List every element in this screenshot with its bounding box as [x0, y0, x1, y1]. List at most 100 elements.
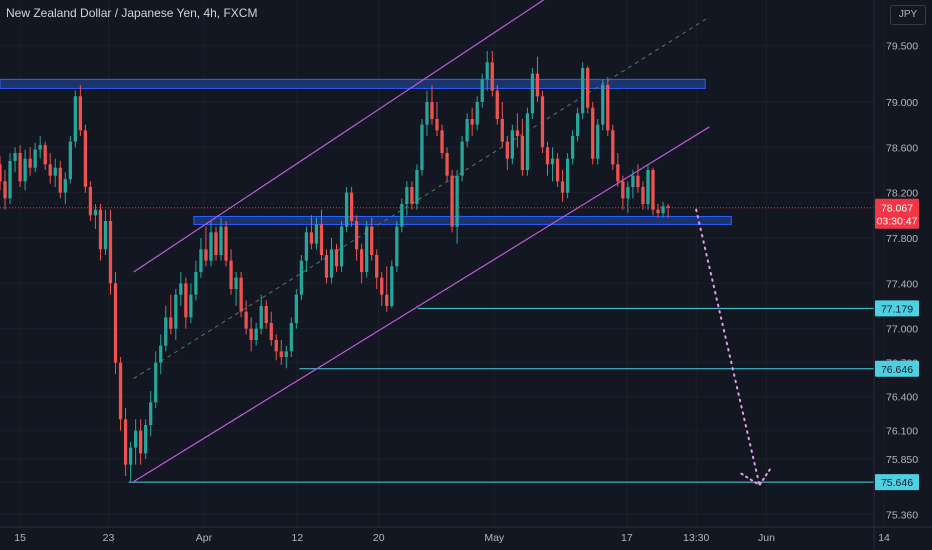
candle-body [425, 102, 429, 125]
candle-body [244, 311, 248, 329]
candle-body [586, 68, 590, 108]
candle-body [294, 294, 298, 323]
candle-body [465, 119, 469, 142]
candle-body [269, 323, 273, 340]
candle-body [189, 294, 193, 318]
candle-body [525, 113, 530, 170]
candle-body [410, 187, 414, 204]
candle-body [641, 187, 645, 204]
candle-body [159, 345, 163, 363]
candle-body [219, 226, 223, 255]
candle-body [596, 124, 600, 159]
candle-body [28, 158, 32, 168]
candle-body [450, 175, 454, 227]
candle-body [490, 62, 494, 91]
target-price-label: 77.179 [881, 303, 913, 315]
candle-body [58, 167, 62, 193]
y-tick-label: 75.360 [886, 510, 918, 522]
candle-body [661, 206, 665, 214]
candle-body [626, 187, 630, 199]
candle-body [53, 167, 57, 176]
x-tick-label: 13:30 [683, 532, 709, 544]
candle-body [0, 164, 2, 182]
target-price-tag[interactable] [875, 360, 919, 377]
candle-body [540, 96, 545, 148]
candle-body [555, 158, 560, 182]
candle-body [199, 249, 203, 272]
candlestick-series [0, 51, 670, 483]
zone-box[interactable] [0, 78, 706, 89]
candle-body [214, 232, 218, 255]
channel-line[interactable] [133, 126, 710, 483]
candle-body [510, 130, 514, 159]
candle-body [560, 181, 565, 193]
projection-line[interactable] [695, 208, 761, 487]
candle-body [591, 107, 595, 159]
y-tick-label: 77.000 [886, 324, 918, 336]
channel-line[interactable] [133, 0, 578, 273]
candle-body [13, 153, 17, 161]
candle-body [93, 209, 98, 216]
target-price-tag[interactable] [875, 474, 919, 491]
candle-body [631, 175, 635, 187]
chart-title: New Zealand Dollar / Japanese Yen, 4h, F… [6, 6, 258, 20]
x-tick-label: May [484, 532, 505, 544]
x-tick-label: 20 [373, 532, 385, 544]
candle-body [319, 224, 324, 255]
candle-body [133, 430, 138, 448]
target-price-label: 75.646 [881, 477, 913, 489]
x-tick-label: 14 [878, 532, 890, 544]
candle-body [88, 187, 93, 216]
candle-body [139, 430, 143, 454]
candle-body [651, 170, 655, 210]
candle-body [646, 170, 650, 204]
candle-body [485, 62, 489, 80]
zone-box[interactable] [193, 215, 732, 225]
candle-body [405, 187, 409, 204]
current-price-tag[interactable] [875, 198, 919, 229]
candle-body [475, 102, 479, 125]
candle-body [606, 85, 610, 131]
candle-body [249, 328, 253, 340]
candle-body [123, 419, 128, 465]
currency-button[interactable]: JPY [890, 5, 926, 25]
candle-body [339, 226, 344, 267]
candle-body [375, 255, 379, 278]
y-tick-label: 78.200 [886, 188, 918, 200]
candle-body [656, 209, 660, 214]
candle-body [274, 340, 278, 352]
candle-body [460, 141, 464, 176]
y-tick-label: 76.100 [886, 426, 918, 438]
candle-body [576, 113, 580, 136]
candle-body [3, 181, 7, 199]
candle-body [239, 277, 243, 312]
time-axis: 15 23 Apr 12 20 May 17 13:30 Jun 14 [0, 526, 932, 544]
candle-body [370, 226, 374, 255]
projection-path [695, 208, 773, 487]
candle-body [515, 130, 520, 136]
candle-body [601, 85, 605, 125]
target-price-tag[interactable] [875, 300, 919, 317]
y-tick-label: 79.500 [886, 40, 918, 52]
candle-body [254, 328, 258, 340]
projection-arrowhead[interactable] [740, 465, 773, 487]
candle-body [470, 119, 474, 125]
candle-body [570, 136, 575, 159]
candle-body [400, 204, 404, 227]
candle-body [174, 294, 178, 329]
channel-midline[interactable] [133, 16, 710, 379]
candle-body [480, 79, 484, 102]
candle-body [415, 170, 419, 204]
candle-body [365, 226, 369, 272]
candle-body [144, 425, 148, 454]
x-tick-label: 12 [292, 532, 304, 544]
candle-body [18, 153, 22, 182]
x-tick-label: 15 [14, 532, 26, 544]
candle-body [395, 226, 399, 267]
candle-body [98, 209, 103, 250]
candle-body [118, 362, 123, 420]
support-resistance-zones [0, 78, 732, 225]
candle-body [435, 119, 439, 131]
